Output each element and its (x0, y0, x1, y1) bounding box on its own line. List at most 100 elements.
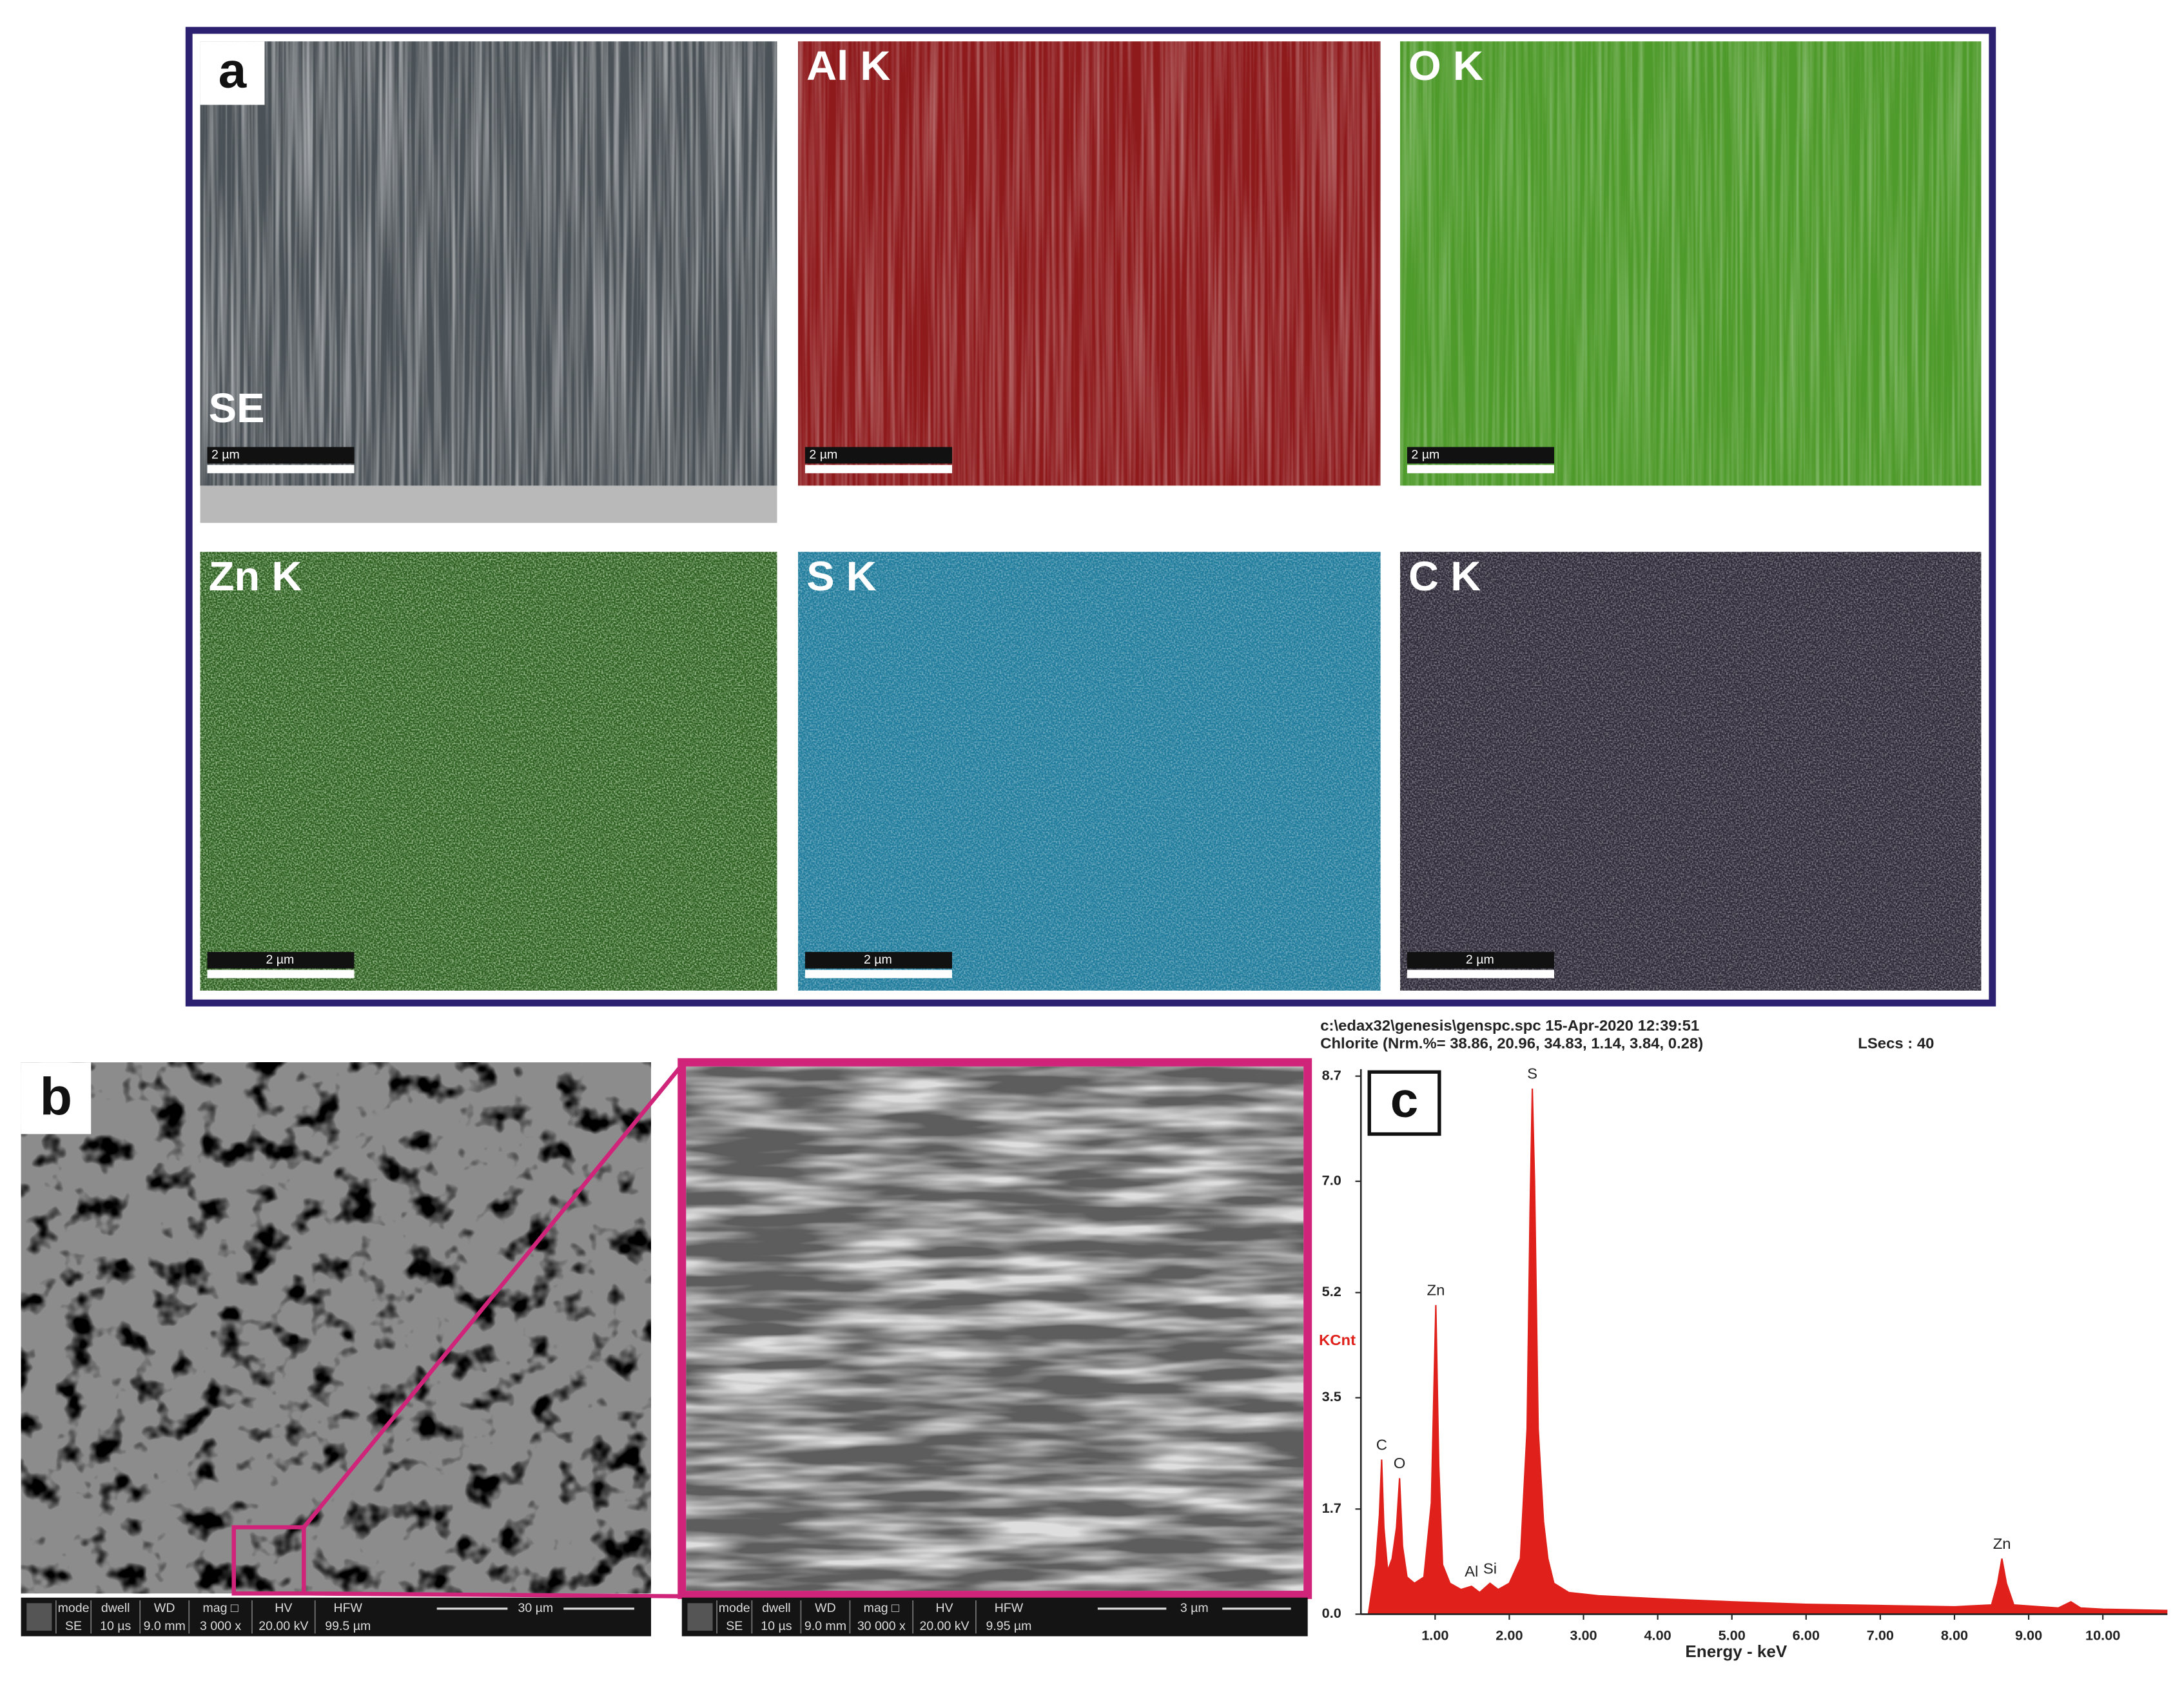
info-scale-label: 3 µm (1180, 1601, 1209, 1615)
x-tick-label: 8.00 (1941, 1627, 1968, 1643)
x-tick-label: 7.00 (1867, 1627, 1894, 1643)
info-icon (687, 1603, 713, 1631)
panel-label-box (1367, 1070, 1441, 1136)
live-time: LSecs : 40 (1858, 1036, 1934, 1053)
info-value: SE (65, 1619, 82, 1633)
info-value: 30 000 x (857, 1619, 906, 1633)
map-texture (798, 552, 1381, 991)
scale-bar-label: 2 µm (864, 953, 892, 967)
scale-bar-label: 2 µm (211, 448, 240, 462)
scale-bar-box (804, 951, 952, 969)
x-tick-label: 4.00 (1644, 1627, 1671, 1643)
map-texture (1400, 41, 1982, 486)
scale-bar (207, 465, 355, 474)
info-header: WD (815, 1601, 836, 1615)
map-label: O K (1408, 42, 1483, 88)
map-texture (1400, 552, 1982, 991)
peak-label: S (1527, 1066, 1537, 1083)
x-axis-label: Energy - keV (1685, 1643, 1788, 1661)
info-scale-label-bg (1166, 1600, 1223, 1617)
info-value: 20.00 kV (258, 1619, 308, 1633)
info-header: dwell (762, 1601, 791, 1615)
scale-bar (207, 969, 355, 978)
peak-label: C (1376, 1437, 1387, 1454)
map-label: C K (1408, 552, 1481, 599)
info-value: 9.0 mm (804, 1619, 846, 1633)
info-icon (26, 1603, 52, 1631)
scale-bar-box (804, 447, 952, 464)
info-header: HFW (995, 1601, 1024, 1615)
info-header: HV (935, 1601, 953, 1615)
peak-label: Zn (1993, 1536, 2011, 1553)
map-texture (798, 41, 1381, 486)
info-value: 20.00 kV (919, 1619, 969, 1633)
map-label: Al K (806, 42, 891, 88)
panel-label: c (1390, 1072, 1418, 1127)
sem-texture (21, 1062, 651, 1594)
peak-label: Al (1465, 1564, 1478, 1580)
x-tick-label: 3.00 (1570, 1627, 1597, 1643)
y-tick-label: 5.2 (1322, 1283, 1341, 1299)
info-value: 3 000 x (200, 1619, 241, 1633)
info-header: mag □ (202, 1601, 239, 1615)
spectrum-line (1367, 1088, 2168, 1615)
scale-bar-label: 2 µm (809, 448, 837, 462)
scale-bar (1407, 465, 1554, 474)
info-value: 9.0 mm (144, 1619, 186, 1633)
map-tint (200, 552, 777, 991)
info-scale-label: 30 µm (518, 1601, 553, 1615)
y-tick-label: 1.7 (1322, 1500, 1341, 1516)
info-header: HFW (334, 1601, 363, 1615)
info-value: SE (726, 1619, 743, 1633)
x-tick-label: 10.00 (2085, 1627, 2120, 1643)
y-axis-label: KCnt (1319, 1332, 1356, 1349)
info-header: mag □ (864, 1601, 900, 1615)
info-header: WD (154, 1601, 175, 1615)
info-value: 10 µs (100, 1619, 131, 1633)
scale-bar-label: 2 µm (1411, 448, 1439, 462)
peak-label: Zn (1427, 1283, 1445, 1299)
info-header: mode (58, 1601, 90, 1615)
y-tick-label: 8.7 (1322, 1067, 1341, 1083)
y-tick-label: 7.0 (1322, 1172, 1341, 1189)
map-texture (200, 552, 777, 991)
x-tick-label: 1.00 (1421, 1627, 1448, 1643)
x-tick-label: 6.00 (1793, 1627, 1820, 1643)
info-value: 9.95 µm (986, 1619, 1031, 1633)
panel-b: b mode SE dwell 10 µs WD 9.0 mm mag □ 3 000 x HV 2… (21, 1058, 1312, 1636)
zoom-connector (304, 1591, 682, 1598)
info-header: mode (719, 1601, 750, 1615)
scale-bar (1407, 969, 1554, 978)
info-value: 10 µs (761, 1619, 792, 1633)
se-base-strip (200, 485, 777, 523)
map-label: S K (806, 552, 877, 599)
info-scale-label-bg (507, 1600, 564, 1617)
spectrum-header: c:\edax32\genesis\genspc.spc 15-Apr-2020… (1320, 1018, 1699, 1034)
peak-label: O (1394, 1455, 1406, 1472)
zoom-region (231, 1525, 306, 1596)
scale-bar-box (1407, 447, 1554, 464)
info-value: 99.5 µm (325, 1619, 371, 1633)
scale-bar-box (1407, 951, 1554, 969)
panel-label: a (219, 43, 247, 98)
panel-c: c:\edax32\genesis\genspc.spc 15-Apr-2020… (1319, 1018, 2168, 1661)
panel-label: b (40, 1068, 72, 1126)
y-tick-label: 0.0 (1322, 1605, 1341, 1621)
spectrum-fill (1368, 1088, 2168, 1615)
y-tick-label: 3.5 (1322, 1388, 1341, 1404)
scale-bar (804, 969, 952, 978)
info-header: dwell (101, 1601, 130, 1615)
map-label: Zn K (209, 552, 302, 599)
scale-bar (804, 465, 952, 474)
x-tick-label: 2.00 (1496, 1627, 1523, 1643)
zoom-connector (302, 1063, 684, 1529)
zoom-frame (677, 1058, 1312, 1599)
panel-label-box (21, 1062, 92, 1134)
scale-bar-box (207, 951, 355, 969)
x-tick-label: 5.00 (1719, 1627, 1746, 1643)
map-label: SE (209, 384, 265, 431)
panel-label-box (200, 41, 265, 105)
spectrum-header: Chlorite (Nrm.%= 38.86, 20.96, 34.83, 1.… (1320, 1036, 1703, 1053)
